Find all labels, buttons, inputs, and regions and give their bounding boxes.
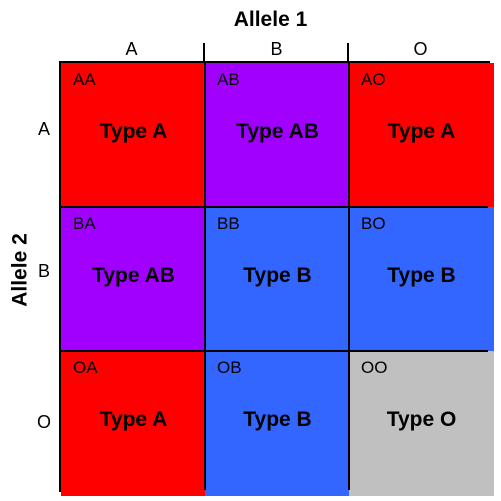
- genotype-label: BB: [217, 214, 240, 233]
- genotype-label: BA: [73, 214, 96, 233]
- genotype-label: OB: [217, 358, 242, 377]
- phenotype-label: Type B: [243, 264, 312, 287]
- column-tick: [203, 43, 205, 61]
- cell-bb: BB Type B: [205, 207, 350, 352]
- cell-bo: BO Type B: [349, 207, 494, 352]
- row-label-a: A: [37, 119, 50, 139]
- genotype-label: OA: [73, 358, 98, 377]
- genotype-label: OO: [361, 358, 388, 377]
- grid-line: [61, 350, 488, 352]
- grid-line: [348, 63, 350, 490]
- column-tick: [347, 43, 349, 61]
- grid-line: [204, 63, 206, 490]
- cell-ab: AB Type AB: [205, 63, 350, 208]
- phenotype-label: Type B: [243, 408, 312, 431]
- allele-2-title: Allele 2: [8, 233, 32, 307]
- cell-oa: OA Type A: [61, 351, 206, 496]
- cell-ba: BA Type AB: [61, 207, 206, 352]
- genotype-label: AB: [217, 70, 240, 89]
- row-label-o: O: [36, 412, 51, 432]
- column-label-o: O: [413, 39, 428, 59]
- phenotype-label: Type A: [99, 120, 168, 143]
- row-label-b: B: [37, 261, 50, 281]
- phenotype-label: Type AB: [92, 264, 175, 287]
- phenotype-label: Type O: [386, 408, 457, 431]
- cell-oo: OO Type O: [349, 351, 494, 496]
- phenotype-label: Type A: [99, 408, 168, 431]
- phenotype-label: Type B: [387, 264, 456, 287]
- cell-aa: AA Type A: [61, 63, 206, 208]
- phenotype-label: Type AB: [236, 120, 319, 143]
- phenotype-label: Type A: [387, 120, 456, 143]
- column-label-b: B: [270, 39, 283, 59]
- genotype-label: AA: [73, 70, 96, 89]
- genotype-label: BO: [361, 214, 386, 233]
- genotype-label: AO: [361, 70, 386, 89]
- column-label-a: A: [125, 39, 138, 59]
- allele-1-title: Allele 1: [233, 8, 308, 31]
- cell-ob: OB Type B: [205, 351, 350, 496]
- grid-line: [61, 206, 488, 208]
- punnett-square: AA Type A AB Type AB AO Type A BA Type A…: [59, 61, 494, 496]
- cell-ao: AO Type A: [349, 63, 494, 208]
